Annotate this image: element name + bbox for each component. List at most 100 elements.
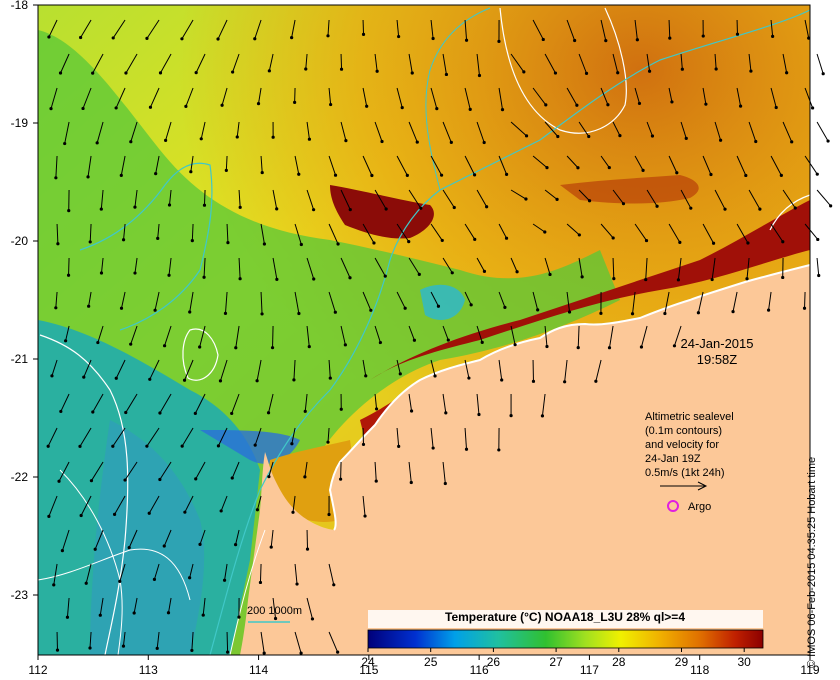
colorbar-tick-label: 28 xyxy=(612,655,626,669)
velocity-arrow xyxy=(272,257,278,280)
velocity-arrow xyxy=(190,155,194,172)
velocity-arrow xyxy=(291,19,296,38)
velocity-arrow xyxy=(50,87,58,109)
velocity-arrow xyxy=(646,53,651,72)
velocity-arrow xyxy=(442,393,447,413)
velocity-arrow xyxy=(464,223,476,240)
velocity-arrow xyxy=(87,155,92,177)
velocity-arrow xyxy=(340,189,351,210)
velocity-arrow xyxy=(91,461,104,481)
velocity-arrow xyxy=(430,19,434,39)
velocity-arrow xyxy=(732,291,738,312)
velocity-arrow xyxy=(85,563,92,584)
velocity-arrow xyxy=(782,53,788,73)
velocity-arrow xyxy=(224,563,228,581)
velocity-arrow xyxy=(128,529,138,548)
velocity-arrow xyxy=(430,155,443,176)
velocity-arrow xyxy=(225,155,228,171)
velocity-arrow xyxy=(53,563,58,585)
velocity-arrow xyxy=(498,87,504,110)
velocity-arrow xyxy=(498,155,508,175)
y-tick-label: -19 xyxy=(11,116,29,130)
velocity-arrow xyxy=(544,53,556,74)
velocity-arrow xyxy=(408,189,422,209)
velocity-arrow xyxy=(634,155,644,171)
velocity-arrow xyxy=(64,121,70,144)
velocity-arrow xyxy=(396,291,406,309)
velocity-arrow xyxy=(668,155,678,173)
velocity-arrow xyxy=(200,121,206,139)
velocity-arrow xyxy=(577,325,580,348)
velocity-arrow xyxy=(668,223,681,243)
velocity-arrow xyxy=(430,291,439,307)
depth-legend-label: 200 1000m xyxy=(247,605,302,617)
velocity-arrow xyxy=(51,359,58,376)
velocity-arrow xyxy=(804,155,818,175)
velocity-arrow xyxy=(163,529,172,547)
velocity-arrow xyxy=(79,427,92,447)
velocity-arrow xyxy=(260,291,263,314)
velocity-arrow xyxy=(199,325,206,348)
velocity-arrow xyxy=(362,155,373,176)
x-tick-label: 116 xyxy=(470,663,489,677)
velocity-arrow xyxy=(224,291,228,314)
velocity-arrow xyxy=(306,257,315,280)
velocity-arrow xyxy=(184,495,194,513)
velocity-arrow xyxy=(160,53,172,74)
velocity-arrow xyxy=(291,427,296,444)
velocity-arrow xyxy=(770,223,784,242)
velocity-arrow xyxy=(408,121,418,143)
velocity-arrow xyxy=(804,223,819,240)
velocity-arrow xyxy=(259,563,262,583)
velocity-arrow xyxy=(268,393,274,413)
velocity-arrow xyxy=(632,291,636,314)
velocity-arrow xyxy=(221,87,228,106)
velocity-arrow xyxy=(133,597,138,614)
velocity-arrow xyxy=(476,257,485,272)
velocity-arrow xyxy=(94,529,104,550)
velocity-arrow xyxy=(680,189,692,209)
velocity-arrow xyxy=(100,189,104,210)
velocity-arrow xyxy=(702,223,715,244)
velocity-arrow xyxy=(464,19,468,41)
velocity-arrow xyxy=(396,19,400,37)
land-mass xyxy=(240,265,810,655)
velocity-arrow xyxy=(80,19,92,38)
velocity-arrow xyxy=(199,529,206,545)
velocity-arrow xyxy=(396,223,410,242)
velocity-arrow xyxy=(194,393,206,414)
velocity-arrow xyxy=(294,155,300,175)
velocity-arrow xyxy=(100,257,104,274)
colorbar-tick-label: 30 xyxy=(738,655,752,669)
velocity-arrow xyxy=(83,359,92,378)
velocity-arrow xyxy=(664,291,670,314)
x-tick-label: 117 xyxy=(580,663,599,677)
velocity-arrow xyxy=(476,189,488,208)
velocity-arrow xyxy=(408,53,413,74)
velocity-arrow xyxy=(640,325,648,348)
velocity-arrow xyxy=(442,461,446,484)
velocity-arrow xyxy=(217,19,228,40)
velocity-arrow xyxy=(714,189,726,210)
velocity-arrow xyxy=(600,155,610,168)
velocity-arrow xyxy=(396,427,400,447)
velocity-arrow xyxy=(48,19,58,38)
velocity-arrow xyxy=(294,291,300,314)
velocity-arrow xyxy=(408,257,420,275)
velocity-arrow xyxy=(442,53,447,75)
velocity-arrow xyxy=(736,87,742,107)
velocity-arrow xyxy=(238,257,241,279)
depth-legend: 200 1000m xyxy=(247,605,302,623)
velocity-arrow xyxy=(578,257,583,277)
velocity-arrow xyxy=(476,53,480,76)
velocity-arrow xyxy=(254,19,262,39)
velocity-arrow xyxy=(328,359,331,379)
velocity-legend: Altimetric sealevel (0.1m contours) and … xyxy=(645,411,734,491)
velocity-arrow xyxy=(566,19,576,41)
colorbar-tick-label: 27 xyxy=(549,655,563,669)
velocity-arrow xyxy=(268,53,274,71)
velocity-arrow xyxy=(609,325,614,348)
velocity-arrow xyxy=(498,223,507,239)
colorbar-tick-label: 29 xyxy=(675,655,689,669)
velocity-arrow xyxy=(195,53,206,73)
